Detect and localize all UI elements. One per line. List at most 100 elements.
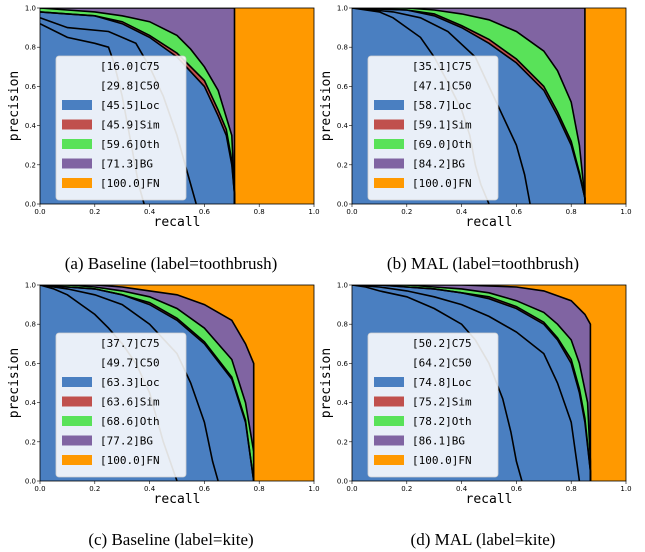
legend-label-bg: [71.3]BG — [100, 158, 153, 171]
legend-swatch-sim — [62, 119, 92, 130]
legend-label-oth: [69.0]Oth — [412, 138, 472, 151]
legend-label-c75: [50.2]C75 — [412, 337, 472, 350]
legend-label-c50: [47.1]C50 — [412, 80, 472, 93]
x-tick-label: 0.2 — [89, 208, 100, 216]
y-tick-label: 0.6 — [25, 360, 37, 368]
legend-swatch-bg — [374, 158, 404, 169]
y-tick-label: 0.2 — [337, 438, 348, 446]
y-tick-label: 0.6 — [337, 360, 349, 368]
legend-label-loc: [63.3]Loc — [100, 376, 160, 389]
x-tick-label: 0.8 — [566, 208, 577, 216]
plot-frame — [39, 7, 315, 205]
chart-panel-2: 0.0 0.2 0.4 0.6 0.8 1.0 0.0 0.2 0.4 0.6 0.8 1.0 reca… — [319, 5, 632, 274]
x-tick-label: 0.8 — [254, 208, 265, 216]
figure-caption: (b) MAL (label=toothbrush) — [387, 254, 579, 273]
y-tick-label: 0.4 — [337, 399, 349, 407]
x-tick-label: 1.0 — [620, 485, 631, 493]
legend-label-bg: [86.1]BG — [412, 435, 465, 448]
curve-c75 — [352, 285, 523, 481]
legend-label-fn: [100.0]FN — [412, 177, 472, 190]
x-axis-label: recall — [154, 215, 201, 230]
curve-loc — [40, 11, 236, 204]
x-tick-label: 0.0 — [346, 208, 357, 216]
y-tick-label: 0.2 — [25, 161, 36, 169]
legend-swatch-fn — [62, 178, 92, 188]
legend-swatch-oth — [374, 416, 404, 426]
legend-swatch-fn — [374, 455, 404, 465]
legend-label-oth: [59.6]Oth — [100, 138, 160, 151]
legend-swatch-oth — [374, 139, 404, 149]
curve-oth — [40, 285, 255, 481]
curve-loc — [352, 285, 592, 481]
x-tick-label: 0.8 — [566, 485, 577, 493]
y-tick-label: 0.0 — [25, 201, 36, 209]
x-axis-label: recall — [154, 492, 201, 507]
figure-caption: (a) Baseline (label=toothbrush) — [65, 254, 278, 273]
plot-frame — [351, 284, 627, 482]
x-tick-label: 1.0 — [308, 208, 319, 216]
legend-label-oth: [78.2]Oth — [412, 415, 472, 428]
curve-bg — [352, 8, 586, 204]
legend-swatch-loc — [62, 100, 92, 110]
legend-swatch-sim — [374, 119, 404, 130]
y-tick-label: 1.0 — [337, 5, 348, 13]
curve-bg — [40, 8, 236, 204]
x-tick-label: 1.0 — [620, 208, 631, 216]
legend-label-loc: [58.7]Loc — [412, 99, 472, 112]
y-tick-label: 0.0 — [25, 478, 36, 486]
curve-loc — [352, 8, 586, 204]
legend-swatch-bg — [62, 158, 92, 169]
y-tick-label: 0.0 — [337, 201, 348, 209]
legend-swatch-sim — [62, 396, 92, 407]
x-tick-label: 0.6 — [511, 485, 523, 493]
legend-label-c75: [35.1]C75 — [412, 60, 472, 73]
y-tick-label: 0.8 — [337, 44, 348, 52]
legend-label-fn: [100.0]FN — [412, 454, 472, 467]
x-tick-label: 0.0 — [346, 485, 357, 493]
x-tick-label: 0.2 — [89, 485, 100, 493]
x-tick-label: 0.2 — [401, 485, 412, 493]
legend-swatch-oth — [62, 139, 92, 149]
y-tick-label: 0.8 — [25, 44, 36, 52]
legend-label-c50: [49.7]C50 — [100, 357, 160, 370]
curve-c50 — [352, 285, 581, 481]
legend-label-loc: [45.5]Loc — [100, 99, 160, 112]
legend-label-c75: [37.7]C75 — [100, 337, 160, 350]
legend-label-bg: [77.2]BG — [100, 435, 153, 448]
x-axis-label: recall — [466, 215, 513, 230]
y-axis-label: precision — [7, 348, 22, 418]
x-axis-label: recall — [466, 492, 513, 507]
legend-swatch-fn — [62, 455, 92, 465]
legend-swatch-oth — [62, 416, 92, 426]
x-tick-label: 0.4 — [144, 485, 156, 493]
legend-label-c50: [64.2]C50 — [412, 357, 472, 370]
legend-label-fn: [100.0]FN — [100, 454, 160, 467]
legend-swatch-loc — [374, 377, 404, 387]
legend-swatch-bg — [374, 435, 404, 446]
y-tick-label: 0.4 — [25, 122, 37, 130]
legend-label-sim: [63.6]Sim — [100, 396, 160, 409]
legend-label-sim: [75.2]Sim — [412, 396, 472, 409]
legend-label-c75: [16.0]C75 — [100, 60, 160, 73]
y-axis-label: precision — [319, 348, 334, 418]
y-tick-label: 0.6 — [337, 83, 349, 91]
legend-label-bg: [84.2]BG — [412, 158, 465, 171]
legend-swatch-sim — [374, 396, 404, 407]
legend-label-loc: [74.8]Loc — [412, 376, 472, 389]
y-tick-label: 1.0 — [25, 5, 36, 13]
x-tick-label: 0.4 — [456, 485, 468, 493]
y-axis-label: precision — [319, 71, 334, 141]
legend-swatch-loc — [374, 100, 404, 110]
y-tick-label: 0.2 — [25, 438, 36, 446]
chart-panel-1: 0.0 0.2 0.4 0.6 0.8 1.0 0.0 0.2 0.4 0.6 0.8 1.0 reca… — [7, 5, 320, 274]
x-tick-label: 0.2 — [401, 208, 412, 216]
y-tick-label: 0.2 — [337, 161, 348, 169]
x-tick-label: 0.4 — [456, 208, 468, 216]
y-tick-label: 0.8 — [25, 321, 36, 329]
x-tick-label: 0.6 — [511, 208, 523, 216]
chart-panel-4: 0.0 0.2 0.4 0.6 0.8 1.0 0.0 0.2 0.4 0.6 0.8 1.0 reca… — [319, 282, 632, 550]
legend-swatch-loc — [62, 377, 92, 387]
curve-oth — [40, 8, 236, 204]
legend-label-sim: [59.1]Sim — [412, 119, 472, 132]
